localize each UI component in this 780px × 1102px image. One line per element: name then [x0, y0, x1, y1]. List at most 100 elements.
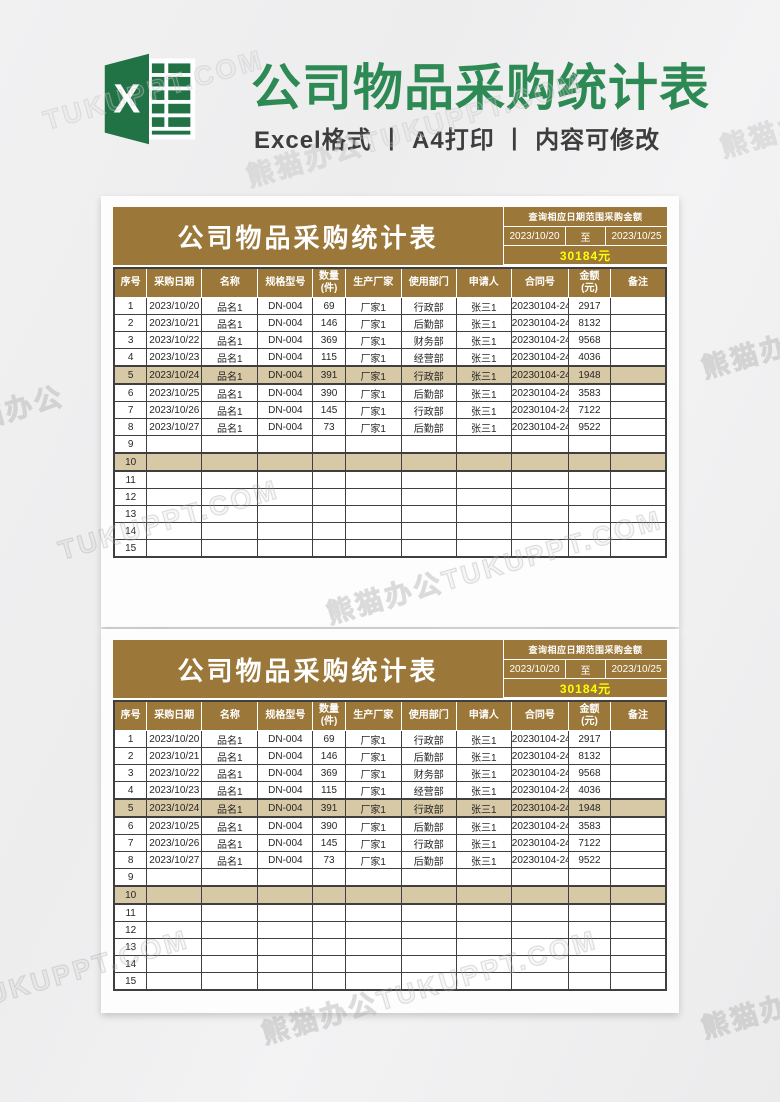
- cell: 2: [113, 747, 148, 765]
- cell: 5: [113, 798, 148, 818]
- cell: 4036: [567, 781, 611, 800]
- query-date-to: 2023/10/25: [606, 227, 667, 245]
- column-header: 生产厂家: [344, 700, 402, 731]
- cell: 20230104-24: [510, 418, 569, 436]
- cell: [455, 921, 512, 939]
- table-row: 5 2023/10/24 品名1 DN-004 391 厂家1 行政部 张三1 20230104…: [113, 365, 667, 385]
- cell: [344, 885, 402, 905]
- table-row: 14: [113, 955, 667, 973]
- cell: [146, 972, 203, 991]
- table-row: 6 2023/10/25 品名1 DN-004 390 厂家1 后勤部 张三1 20230104…: [113, 383, 667, 402]
- cell: [510, 955, 569, 973]
- cell: 2023/10/26: [146, 834, 203, 852]
- cell: 2023/10/24: [146, 798, 203, 818]
- cell: 厂家1: [344, 730, 402, 748]
- cell: 厂家1: [344, 331, 402, 349]
- cell: [257, 522, 314, 540]
- query-label: 查询相应日期范围采购金额: [504, 207, 667, 226]
- cell: 2917: [567, 730, 611, 748]
- cell: DN-004: [257, 730, 314, 748]
- cell: [146, 470, 203, 489]
- svg-text:X: X: [113, 75, 140, 121]
- column-header: 名称: [201, 267, 259, 298]
- query-date-to: 2023/10/25: [606, 660, 667, 678]
- cell: 品名1: [201, 851, 259, 869]
- cell: 2023/10/20: [146, 730, 203, 748]
- cell: [510, 972, 569, 991]
- cell: [344, 972, 402, 991]
- cell: 7122: [567, 834, 611, 852]
- cell: [146, 903, 203, 922]
- purchase-table: 序号 采购日期 名称 规格型号 数量 (件) 生产厂家 使用部门 申请人 合同号 金额 (元) 备注…: [113, 267, 667, 558]
- cell: [312, 885, 346, 905]
- cell: [201, 522, 259, 540]
- cell: 115: [312, 781, 346, 800]
- cell: [609, 730, 667, 748]
- cell: 品名1: [201, 418, 259, 436]
- cell: 10: [113, 885, 148, 905]
- cell: 14: [113, 522, 148, 540]
- cell: 品名1: [201, 365, 259, 385]
- cell: [400, 885, 457, 905]
- cell: [609, 522, 667, 540]
- table-row: 4 2023/10/23 品名1 DN-004 115 厂家1 经营部 张三1 20230104…: [113, 781, 667, 800]
- cell: 后勤部: [400, 418, 457, 436]
- cell: 69: [312, 297, 346, 315]
- table-row: 15: [113, 972, 667, 991]
- cell: 2023/10/20: [146, 297, 203, 315]
- cell: 15: [113, 972, 148, 991]
- cell: [201, 539, 259, 558]
- cell: 9: [113, 868, 148, 887]
- table-row: 9: [113, 868, 667, 887]
- cell: 张三1: [455, 851, 512, 869]
- cell: 张三1: [455, 834, 512, 852]
- cell: 张三1: [455, 747, 512, 765]
- cell: [312, 903, 346, 922]
- cell: [344, 505, 402, 523]
- table-row: 9: [113, 435, 667, 454]
- cell: 厂家1: [344, 365, 402, 385]
- cell: [609, 401, 667, 419]
- cell: DN-004: [257, 331, 314, 349]
- column-header: 合同号: [510, 700, 569, 731]
- cell: 2023/10/21: [146, 314, 203, 332]
- cell: [609, 851, 667, 869]
- cell: 2023/10/26: [146, 401, 203, 419]
- cell: 行政部: [400, 401, 457, 419]
- cell: [455, 938, 512, 956]
- column-header: 备注: [609, 267, 667, 298]
- column-header: 规格型号: [257, 267, 314, 298]
- cell: [609, 781, 667, 800]
- cell: [312, 488, 346, 506]
- cell: 11: [113, 903, 148, 922]
- cell: [510, 435, 569, 454]
- cell: 品名1: [201, 401, 259, 419]
- cell: 20230104-24: [510, 314, 569, 332]
- cell: 2023/10/23: [146, 781, 203, 800]
- table-row: 7 2023/10/26 品名1 DN-004 145 厂家1 行政部 张三1 20230104…: [113, 401, 667, 419]
- cell: 8132: [567, 747, 611, 765]
- cell: [609, 816, 667, 835]
- cell: 20230104-24: [510, 851, 569, 869]
- cell: 2: [113, 314, 148, 332]
- cell: 品名1: [201, 798, 259, 818]
- cell: [609, 488, 667, 506]
- cell: [146, 522, 203, 540]
- cell: [312, 955, 346, 973]
- cell: DN-004: [257, 798, 314, 818]
- cell: 20230104-24: [510, 297, 569, 315]
- cell: 张三1: [455, 365, 512, 385]
- cell: 后勤部: [400, 383, 457, 402]
- sheet-title: 公司物品采购统计表: [113, 207, 503, 265]
- cell: [146, 452, 203, 472]
- cell: 行政部: [400, 297, 457, 315]
- cell: 73: [312, 851, 346, 869]
- cell: [257, 435, 314, 454]
- cell: 2023/10/25: [146, 816, 203, 835]
- cell: 品名1: [201, 834, 259, 852]
- cell: [257, 921, 314, 939]
- cell: [567, 522, 611, 540]
- query-amount: 30184元: [504, 679, 667, 697]
- column-header: 采购日期: [146, 267, 203, 298]
- cell: [344, 955, 402, 973]
